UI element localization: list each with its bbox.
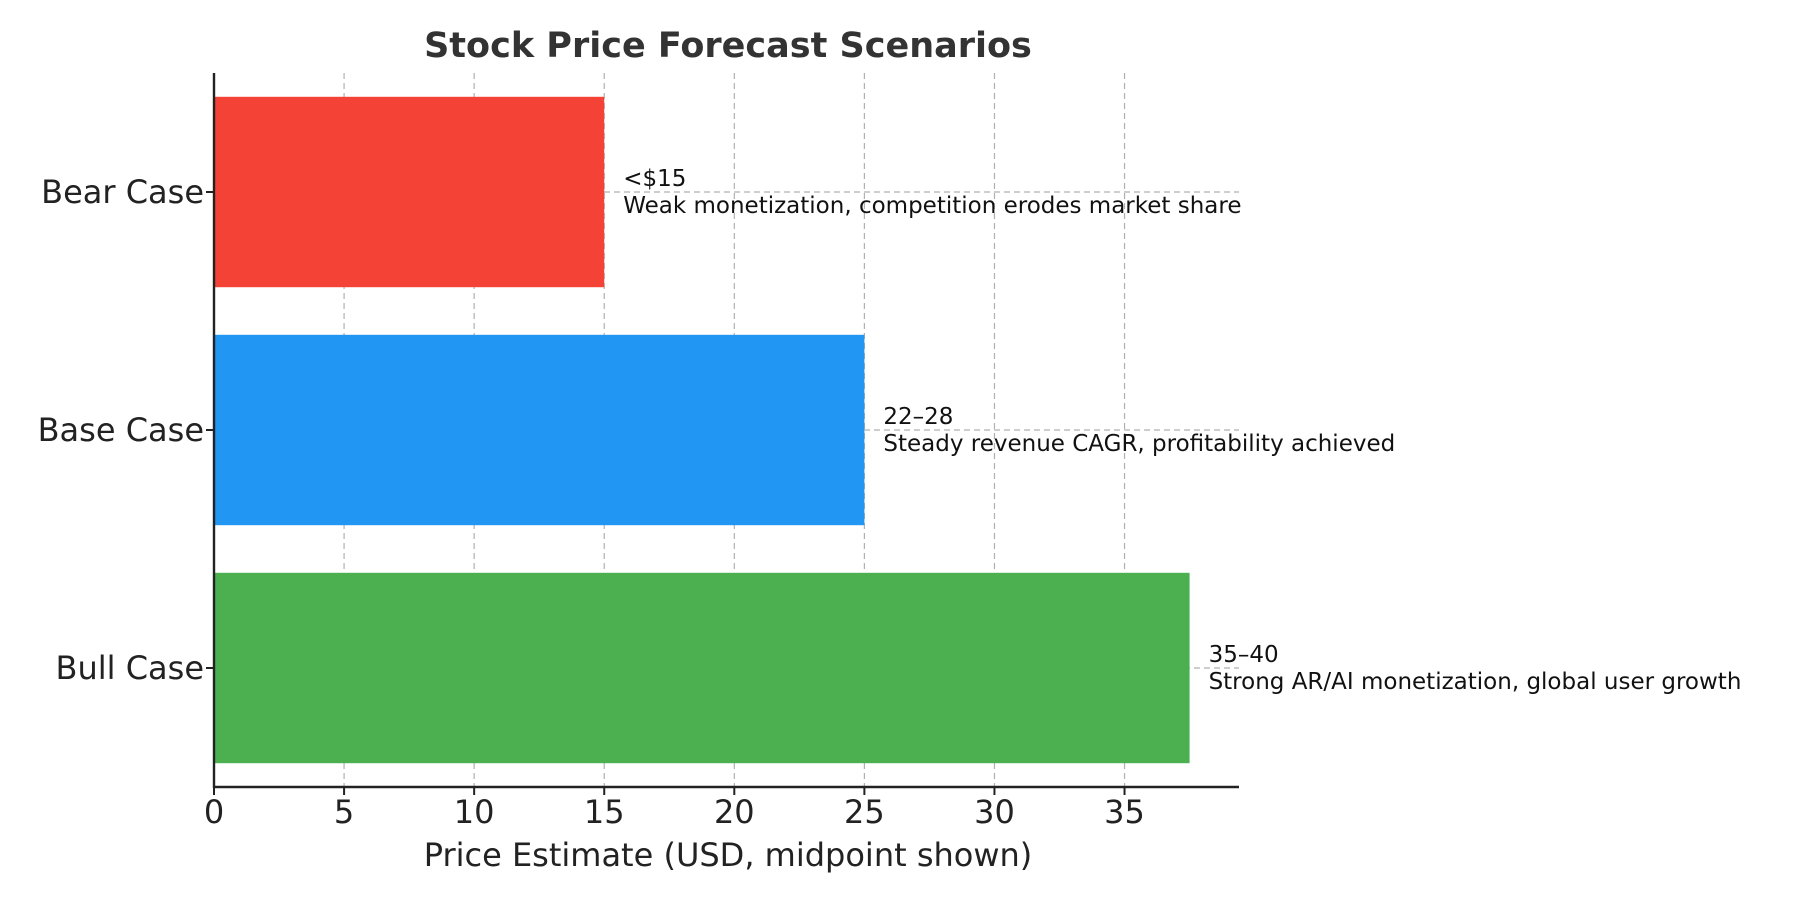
annotation-value: 22–28 [883, 404, 953, 430]
x-tick-label: 5 [334, 793, 354, 831]
bar-base-case [214, 334, 865, 526]
annotation-description: Weak monetization, competition erodes ma… [623, 193, 1241, 219]
x-tick-label: 35 [1104, 793, 1145, 831]
chart-title: Stock Price Forecast Scenarios [424, 26, 1032, 66]
bar-bear-case [214, 96, 605, 288]
annotation-value: <$15 [623, 166, 686, 192]
bars-layer [214, 96, 1190, 764]
annotation-description: Strong AR/AI monetization, global user g… [1209, 669, 1742, 695]
x-axis-label: Price Estimate (USD, midpoint shown) [424, 836, 1033, 874]
axes-layer [206, 73, 1239, 795]
annotation-value: 35–40 [1209, 642, 1279, 668]
x-tick-label: 30 [974, 793, 1015, 831]
x-tick-label: 10 [454, 793, 495, 831]
x-tick-label: 15 [584, 793, 625, 831]
annotation-description: Steady revenue CAGR, profitability achie… [883, 431, 1395, 457]
category-label: Bear Case [41, 173, 204, 211]
category-label: Bull Case [56, 649, 205, 687]
category-label: Base Case [38, 411, 204, 449]
x-tick-label: 25 [844, 793, 885, 831]
x-tick-label: 0 [204, 793, 224, 831]
x-tick-label: 20 [714, 793, 755, 831]
bar-bull-case [214, 572, 1190, 764]
